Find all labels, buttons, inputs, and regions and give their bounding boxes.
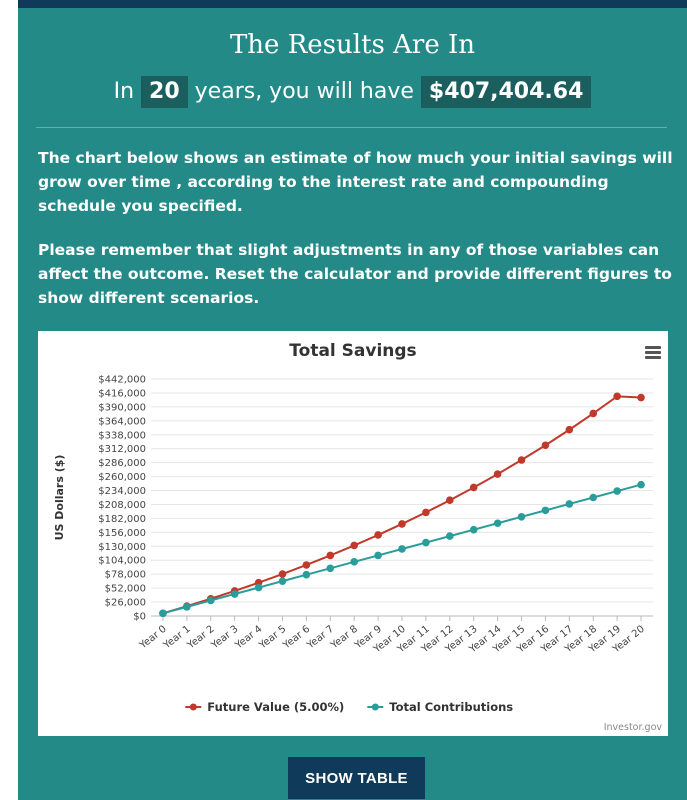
data-point (326, 551, 335, 560)
y-tick-label: $390,000 (98, 402, 146, 413)
data-point (326, 564, 335, 573)
x-tick-label: Year 6 (280, 624, 312, 652)
data-point (278, 570, 287, 578)
summary-middle: years, you will have (194, 79, 414, 104)
y-tick-label: $260,000 (98, 472, 146, 483)
summary-prefix: In (113, 79, 135, 104)
data-point (469, 483, 478, 492)
x-tick-label: Year 5 (257, 624, 289, 652)
data-point (278, 577, 287, 585)
x-tick-label: Year 7 (304, 624, 336, 652)
chart-description: The chart below shows an estimate of how… (38, 149, 673, 215)
y-tick-label: $338,000 (98, 430, 146, 441)
data-point (613, 392, 621, 401)
data-point (613, 487, 621, 495)
y-tick-label: $234,000 (98, 486, 146, 497)
data-point (541, 441, 550, 450)
data-point (517, 456, 526, 464)
hamburger-menu-icon[interactable] (645, 346, 661, 359)
x-tick-label: Year 1 (161, 624, 193, 652)
results-summary: In 20 years, you will have $407,404.64 (18, 76, 687, 108)
y-tick-label: $442,000 (98, 375, 146, 386)
x-tick-label: Year 8 (328, 624, 360, 652)
data-point (398, 520, 406, 528)
y-tick-label: $0 (133, 612, 146, 623)
data-point (374, 551, 382, 560)
x-tick-label: Year 3 (209, 624, 241, 652)
divider (36, 127, 667, 128)
y-tick-label: $416,000 (98, 388, 146, 399)
chart-title: Total Savings (289, 341, 416, 361)
data-point (422, 508, 430, 517)
amount-value: $407,404.64 (420, 76, 592, 108)
data-point (446, 532, 454, 540)
y-tick-label: $26,000 (105, 598, 146, 609)
y-tick-label: $208,000 (98, 500, 146, 511)
legend-item: Future Value (5.00%) (207, 700, 344, 714)
x-tick-label: Year 0 (137, 624, 169, 652)
data-point (637, 480, 645, 489)
y-tick-label: $52,000 (105, 584, 146, 595)
y-axis-label: US Dollars ($) (53, 455, 66, 541)
chart-credit: Investor.gov (604, 722, 663, 733)
data-point (302, 561, 311, 569)
years-value: 20 (141, 76, 188, 108)
y-tick-label: $182,000 (98, 514, 146, 525)
y-tick-label: $156,000 (98, 528, 146, 539)
data-point (541, 506, 550, 515)
data-point (493, 519, 502, 528)
data-point (230, 590, 239, 598)
data-point (302, 570, 311, 579)
data-point (206, 596, 215, 605)
data-point (565, 425, 574, 434)
results-panel: The Results Are In In 20 years, you will… (18, 0, 687, 800)
y-tick-label: $364,000 (98, 416, 146, 427)
adjustment-note: Please remember that slight adjustments … (38, 241, 672, 307)
data-point (183, 603, 191, 611)
y-tick-label: $312,000 (98, 444, 146, 455)
data-point (159, 609, 167, 618)
top-bar (18, 0, 687, 8)
legend-item: Total Contributions (389, 700, 513, 714)
data-point (254, 583, 263, 592)
show-table-button[interactable]: SHOW TABLE (288, 757, 425, 799)
y-tick-label: $104,000 (98, 556, 146, 567)
chart-svg: Total Savings $0 $26,000 $52,000 $78,000 $104… (53, 341, 663, 733)
data-point (422, 538, 430, 547)
data-point (589, 409, 598, 418)
data-point (469, 525, 478, 534)
data-point (350, 558, 358, 566)
x-tick-label: Year 2 (185, 624, 217, 652)
y-tick-label: $78,000 (105, 570, 146, 581)
data-point (350, 541, 358, 550)
data-point (565, 500, 574, 508)
y-tick-label: $286,000 (98, 458, 146, 469)
data-point (493, 470, 502, 478)
data-point (589, 493, 598, 502)
legend-swatch-dot (371, 703, 379, 711)
data-point (637, 393, 645, 402)
data-point (446, 496, 454, 505)
data-point (374, 531, 382, 539)
savings-chart: Total Savings $0 $26,000 $52,000 $78,000 $104… (38, 331, 668, 736)
y-tick-label: $130,000 (98, 542, 146, 553)
results-title: The Results Are In (229, 30, 476, 60)
data-point (517, 513, 526, 521)
data-point (398, 545, 406, 553)
legend-swatch-dot (189, 703, 197, 711)
x-tick-label: Year 4 (233, 624, 265, 652)
